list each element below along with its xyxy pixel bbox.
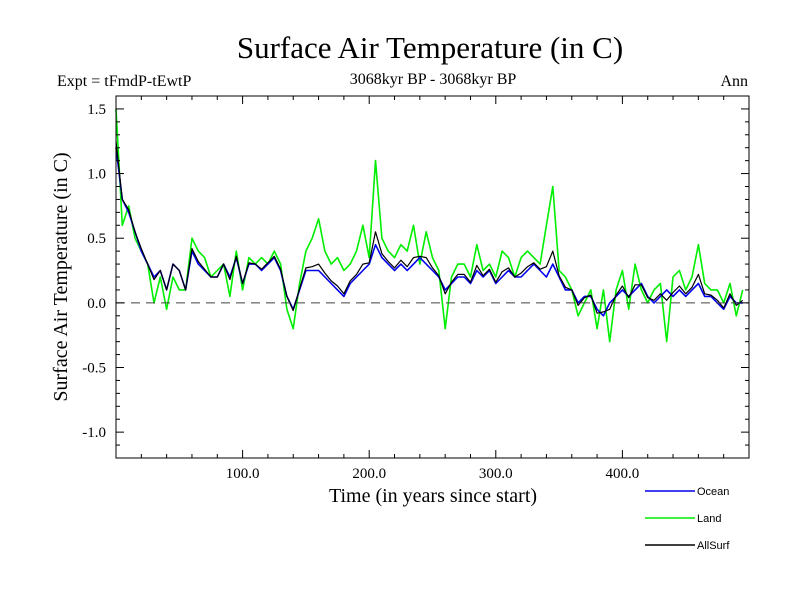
chart-subtitle: 3068kyr BP - 3068kyr BP [350,71,517,88]
legend-label-ocean: Ocean [697,486,729,498]
y-tick-label: 1.0 [87,167,106,183]
axis-ticks-group: 100.0 200.0 300.0 400.0 -1.0 -0.5 0.0 0.5 1.0 1.5 [82,96,749,482]
y-tick-label: 0.5 [87,231,106,247]
legend-label-allsurf: AllSurf [697,540,730,552]
y-tick-label: 1.5 [87,102,106,118]
x-tick-label: 300.0 [479,466,513,482]
legend-label-land: Land [697,513,721,525]
experiment-label: Expt = tFmdP-tEwtP [57,73,191,90]
y-tick-label: 0.0 [87,296,106,312]
x-tick-label: 400.0 [606,466,640,482]
series-line-land [115,108,744,343]
series-line-allsurf [115,141,744,314]
y-tick-label: -1.0 [82,425,106,441]
legend: Ocean Land AllSurf [645,486,730,552]
x-tick-label: 200.0 [352,466,386,482]
y-axis-label: Surface Air Temperature (in C) [50,152,72,401]
plot-series-group [115,108,749,343]
x-tick-label: 100.0 [226,466,260,482]
series-line-ocean [115,147,743,317]
y-tick-label: -0.5 [82,361,106,377]
x-axis-label: Time (in years since start) [329,485,537,507]
season-label: Ann [720,73,748,90]
chart-title: Surface Air Temperature (in C) [237,30,623,65]
